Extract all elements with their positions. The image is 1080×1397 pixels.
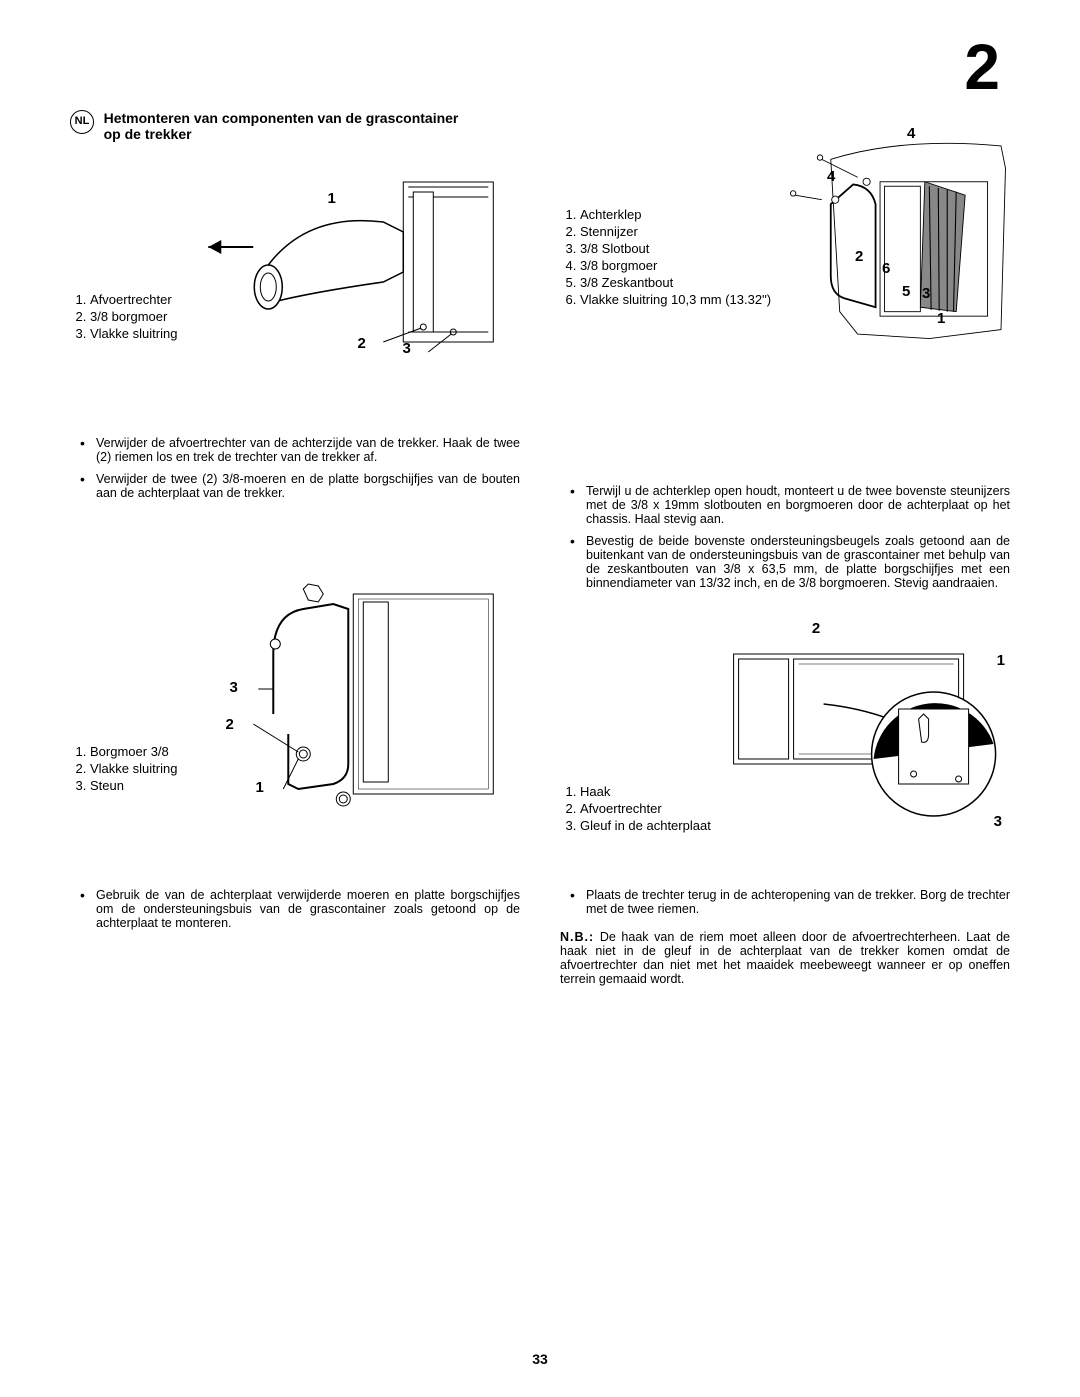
page-number: 33 xyxy=(0,1351,1080,1367)
fig2-parts-list: Borgmoer 3/8 Vlakke sluitring Steun xyxy=(70,743,177,794)
callout-label: 2 xyxy=(225,716,233,733)
right-column: Achterklep Stennijzer 3/8 Slotbout 3/8 b… xyxy=(560,110,1010,999)
list-item: Vlakke sluitring xyxy=(90,325,177,342)
callout-label: 3 xyxy=(922,285,930,302)
callout-label: 3 xyxy=(229,679,237,696)
list-item: Vlakke sluitring 10,3 mm (13.32") xyxy=(580,291,771,308)
list-item: 3/8 Zeskantbout xyxy=(580,274,771,291)
callout-label: 3 xyxy=(994,813,1002,830)
language-badge: NL xyxy=(70,110,94,134)
list-item: Haak xyxy=(580,783,711,800)
step-item: Verwijder de twee (2) 3/8-moeren en de p… xyxy=(86,468,520,504)
callout-label: 5 xyxy=(902,283,910,300)
step-item: Terwijl u de achterklep open houdt, mont… xyxy=(576,480,1010,530)
list-item: 3/8 Slotbout xyxy=(580,240,771,257)
callout-label: 6 xyxy=(882,260,890,277)
steps-list-1: Verwijder de afvoertrechter van de achte… xyxy=(70,432,520,504)
list-item: 3/8 borgmoer xyxy=(580,257,771,274)
nota-bene: N.B.: De haak van de riem moet alleen do… xyxy=(560,930,1010,986)
right-steps-2: Plaats de trechter terug in de achterope… xyxy=(560,884,1010,920)
chute-diagram-icon xyxy=(187,152,520,362)
callout-label: 2 xyxy=(357,335,365,352)
fig3-parts-list: Achterklep Stennijzer 3/8 Slotbout 3/8 b… xyxy=(560,206,771,308)
list-item: Afvoertrechter xyxy=(90,291,177,308)
callout-label: 1 xyxy=(997,652,1005,669)
list-item: Borgmoer 3/8 xyxy=(90,743,177,760)
fig4-parts-list: Haak Afvoertrechter Gleuf in de achterpl… xyxy=(560,783,711,834)
callout-label: 1 xyxy=(937,310,945,327)
callout-label: 1 xyxy=(255,779,263,796)
figure-3: 4 4 2 6 5 3 1 xyxy=(777,120,1010,360)
hook-detail-diagram-icon xyxy=(717,614,1010,834)
list-item: Vlakke sluitring xyxy=(90,760,177,777)
section-header: NL Hetmonteren van componenten van de gr… xyxy=(70,110,520,142)
chapter-number: 2 xyxy=(964,30,1000,104)
callout-label: 4 xyxy=(827,168,835,185)
callout-label: 2 xyxy=(812,620,820,637)
figure-4: 2 1 3 xyxy=(717,614,1010,834)
rear-hatch-diagram-icon xyxy=(777,120,1010,360)
list-item: Stennijzer xyxy=(580,223,771,240)
section-title: Hetmonteren van componenten van de grasc… xyxy=(104,110,464,142)
callout-label: 4 xyxy=(907,125,915,142)
nb-label: N.B.: xyxy=(560,930,594,944)
nb-text: De haak van de riem moet alleen door de … xyxy=(560,930,1010,986)
list-item: Achterklep xyxy=(580,206,771,223)
list-item: Steun xyxy=(90,777,177,794)
steps-list-2: Gebruik de van de achterplaat verwijderd… xyxy=(70,884,520,934)
fig1-parts-list: Afvoertrechter 3/8 borgmoer Vlakke sluit… xyxy=(70,291,177,342)
callout-label: 3 xyxy=(402,340,410,357)
figure-1: 1 2 3 xyxy=(187,152,520,362)
list-item: Gleuf in de achterplaat xyxy=(580,817,711,834)
step-item: Plaats de trechter terug in de achterope… xyxy=(576,884,1010,920)
figure-2: 3 2 1 xyxy=(187,574,520,814)
right-steps-1: Terwijl u de achterklep open houdt, mont… xyxy=(560,480,1010,594)
callout-label: 1 xyxy=(327,190,335,207)
step-item: Gebruik de van de achterplaat verwijderd… xyxy=(86,884,520,934)
step-item: Bevestig de beide bovenste ondersteuning… xyxy=(576,530,1010,594)
step-item: Verwijder de afvoertrechter van de achte… xyxy=(86,432,520,468)
list-item: 3/8 borgmoer xyxy=(90,308,177,325)
callout-label: 2 xyxy=(855,248,863,265)
list-item: Afvoertrechter xyxy=(580,800,711,817)
left-column: NL Hetmonteren van componenten van de gr… xyxy=(70,110,520,999)
